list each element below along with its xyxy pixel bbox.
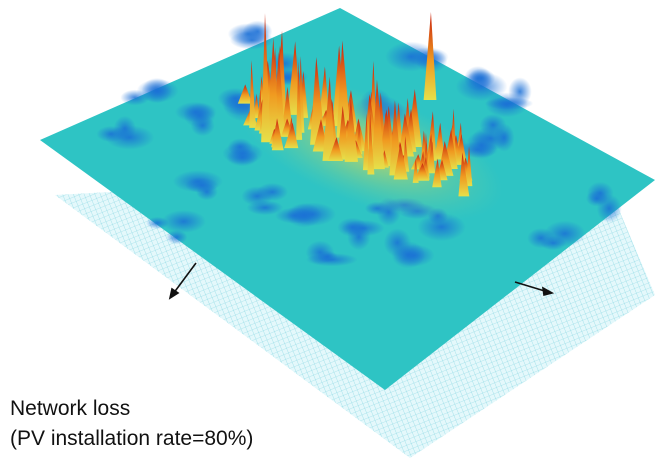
- blue-blob: [317, 251, 337, 263]
- blue-blob: [228, 138, 253, 155]
- blue-blob: [105, 125, 154, 149]
- blue-blob: [241, 186, 273, 206]
- blue-blob: [347, 223, 371, 250]
- blue-blob: [146, 217, 169, 229]
- blue-blob: [587, 182, 614, 205]
- blue-blob: [393, 244, 434, 266]
- arrow-head: [170, 289, 178, 298]
- caption-line2: (PV installation rate=80%): [10, 427, 253, 451]
- blue-blob: [243, 21, 273, 43]
- blue-blob: [166, 230, 187, 244]
- caption-line1: Network loss: [10, 397, 130, 421]
- blue-blob: [191, 115, 215, 136]
- blue-blob: [185, 177, 218, 192]
- surface-figure: [0, 0, 657, 460]
- blue-blob: [137, 79, 179, 102]
- page: {"caption": {"line1": "Network loss", "l…: [0, 0, 657, 460]
- blue-blob: [480, 114, 507, 136]
- blue-blob: [544, 221, 586, 247]
- blue-blob: [286, 203, 322, 227]
- blue-blob: [468, 69, 496, 88]
